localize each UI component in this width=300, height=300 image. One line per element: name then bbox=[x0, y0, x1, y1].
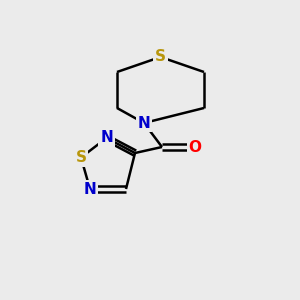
Text: S: S bbox=[76, 150, 86, 165]
Text: S: S bbox=[155, 50, 166, 64]
Text: N: N bbox=[100, 130, 113, 146]
Text: N: N bbox=[138, 116, 150, 130]
Text: O: O bbox=[188, 140, 202, 154]
Text: N: N bbox=[84, 182, 96, 196]
